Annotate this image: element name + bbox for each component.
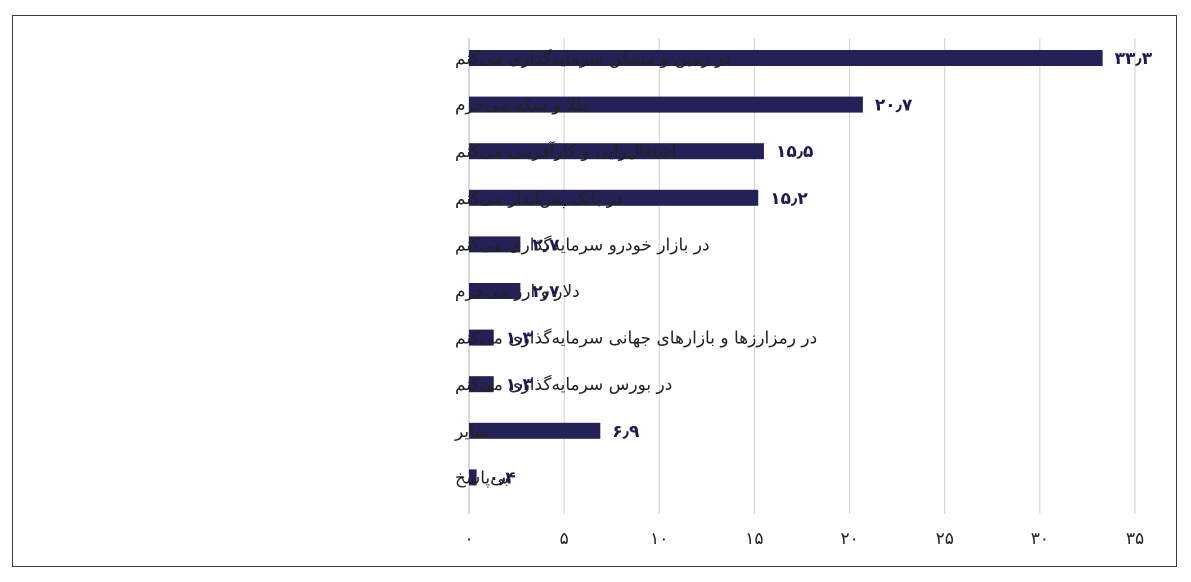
category-label: بی‌پاسخ [455, 468, 509, 488]
bar [469, 96, 863, 113]
category-label: در بانک پس‌انداز می‌کنم [455, 189, 622, 209]
data-label: ۳۳٫۳ [1115, 49, 1153, 69]
data-label: ۰٫۴ [489, 468, 516, 488]
x-tick-label: ۳۰ [1031, 529, 1049, 549]
bar [469, 189, 759, 206]
bar [469, 236, 521, 253]
x-tick-label: ۲۰ [840, 529, 858, 549]
bar [469, 50, 1103, 66]
category-labels: در زمین و مسکن سرمایه‌گذاری می‌کنم طلا و … [454, 48, 817, 488]
chart-frame [12, 15, 1177, 567]
category-label: در بازار خودرو سرمایه‌گذاری می‌کنم [455, 234, 710, 255]
bar [469, 422, 601, 439]
x-tick-label: ۲۵ [936, 529, 954, 549]
bar [469, 469, 477, 486]
x-tick-label: ۰ [464, 529, 473, 549]
data-label: ۱۵٫۵ [776, 142, 813, 162]
x-tick-label: ۵ [560, 529, 569, 549]
x-tick-label: ۳۵ [1126, 529, 1144, 549]
data-labels: ۳۳٫۳ ۲۰٫۷ ۱۵٫۵ ۱۵٫۲ ۲٫۷ ۲٫۷ ۱٫۳ ۱٫۳ ۶٫۹ ۰٫۴ [489, 49, 1153, 488]
category-label: در بورس سرمایه‌گذاری می‌کنم [455, 374, 672, 395]
category-label: در رمزارزها و بازارهای جهانی سرمایه‌گذار… [455, 328, 817, 349]
bars [469, 50, 1103, 486]
bar [469, 329, 494, 346]
data-label: ۲٫۷ [532, 235, 560, 255]
bar [469, 283, 521, 299]
data-label: ۱٫۳ [506, 329, 534, 349]
category-label: سایر [454, 422, 489, 442]
data-label: ۲۰٫۷ [875, 96, 913, 116]
category-label: طلا و سکه می‌خرم [455, 96, 590, 116]
x-tick-label: ۱۰ [650, 529, 668, 549]
data-label: ۶٫۹ [612, 422, 640, 442]
category-label: اشتغال‌زایی و کارآفرینی می‌کنم [455, 140, 677, 162]
x-tick-labels: ۰ ۵ ۱۰ ۱۵ ۲۰ ۲۵ ۳۰ ۳۵ [464, 529, 1144, 549]
bar [469, 376, 494, 393]
data-label: ۱۵٫۲ [770, 189, 808, 209]
x-tick-label: ۱۵ [745, 529, 763, 549]
data-label: ۲٫۷ [532, 282, 560, 302]
bar [469, 143, 764, 160]
category-label: دلار و ارز می‌خرم [455, 282, 580, 302]
category-label: در زمین و مسکن سرمایه‌گذاری می‌کنم [455, 48, 731, 69]
data-label: ۱٫۳ [506, 375, 534, 395]
